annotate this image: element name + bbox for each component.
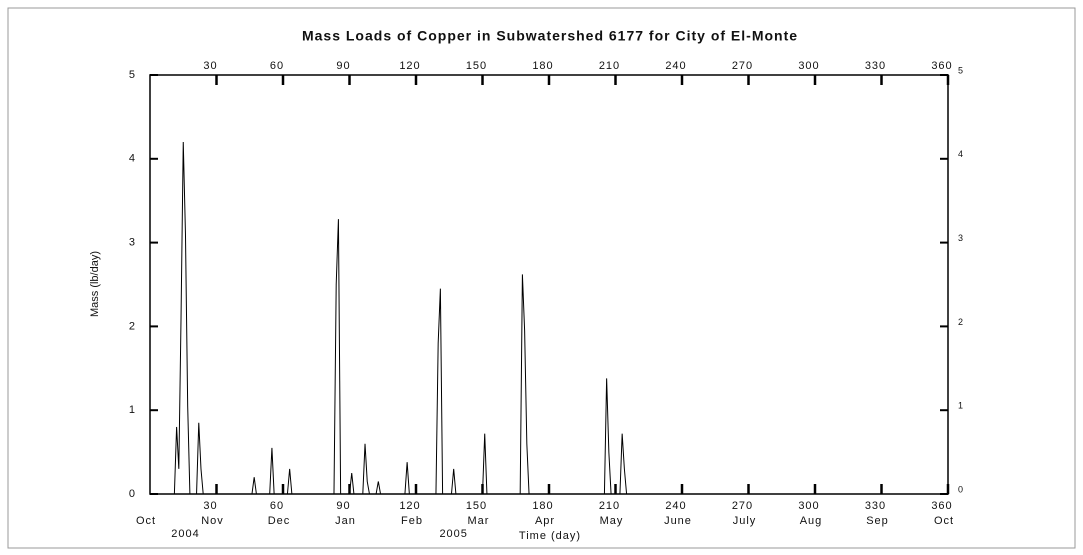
x-tick-label-top: 270: [732, 60, 753, 72]
month-label: Oct: [136, 515, 156, 527]
x-axis-label: Time (day): [519, 530, 581, 542]
chart-title: Mass Loads of Copper in Subwatershed 617…: [302, 28, 798, 44]
y-tick-label: 3: [129, 237, 136, 249]
month-label: Oct: [934, 515, 954, 527]
y-tick-label: 5: [129, 69, 136, 81]
month-label: Mar: [468, 515, 490, 527]
month-label: May: [600, 515, 624, 527]
x-tick-label-bottom: 210: [599, 500, 620, 512]
month-label: Sep: [866, 515, 889, 527]
month-label: Apr: [535, 515, 555, 527]
year-label: 2004: [171, 528, 199, 540]
x-tick-label-top: 210: [599, 60, 620, 72]
x-tick-label-bottom: 240: [665, 500, 686, 512]
outer-border: [7, 7, 1076, 549]
month-label: Jan: [335, 515, 356, 527]
month-label: Dec: [268, 515, 291, 527]
x-tick-label-bottom: 300: [798, 500, 819, 512]
y-tick-label: 4: [129, 153, 136, 165]
x-tick-label-bottom: 30: [203, 500, 217, 512]
x-tick-label-top: 360: [931, 60, 952, 72]
y2-tick-label: 3: [958, 233, 963, 243]
month-label: Nov: [201, 515, 224, 527]
plot-frame: [149, 74, 949, 495]
x-tick-label-bottom: 180: [532, 500, 553, 512]
x-tick-label-bottom: 150: [466, 500, 487, 512]
y-tick-label: 2: [129, 320, 136, 332]
month-label: July: [733, 515, 757, 527]
x-tick-label-top: 240: [665, 60, 686, 72]
year-label: 2005: [439, 528, 467, 540]
y2-tick-label: 5: [958, 65, 963, 75]
x-tick-label-top: 30: [203, 60, 217, 72]
x-tick-label-bottom: 270: [732, 500, 753, 512]
month-label: Feb: [401, 515, 423, 527]
month-label: June: [664, 515, 692, 527]
x-tick-label-top: 120: [399, 60, 420, 72]
y2-tick-label: 2: [958, 317, 963, 327]
month-label: Aug: [800, 515, 823, 527]
y-tick-label: 0: [129, 488, 136, 500]
y2-tick-label: 4: [958, 149, 963, 159]
y-tick-label: 1: [129, 404, 136, 416]
x-tick-label-bottom: 330: [865, 500, 886, 512]
y2-tick-label: 1: [958, 401, 963, 411]
x-tick-label-top: 180: [532, 60, 553, 72]
x-tick-label-top: 90: [336, 60, 350, 72]
x-tick-label-top: 60: [270, 60, 284, 72]
y2-tick-label: 0: [958, 484, 963, 494]
x-tick-label-bottom: 120: [399, 500, 420, 512]
y-axis-label: Mass (lb/day): [89, 251, 101, 317]
x-tick-label-top: 300: [798, 60, 819, 72]
x-tick-label-top: 150: [466, 60, 487, 72]
x-tick-label-top: 330: [865, 60, 886, 72]
data-line: [150, 142, 948, 495]
x-tick-label-bottom: 90: [336, 500, 350, 512]
x-tick-label-bottom: 60: [270, 500, 284, 512]
x-tick-label-bottom: 360: [931, 500, 952, 512]
